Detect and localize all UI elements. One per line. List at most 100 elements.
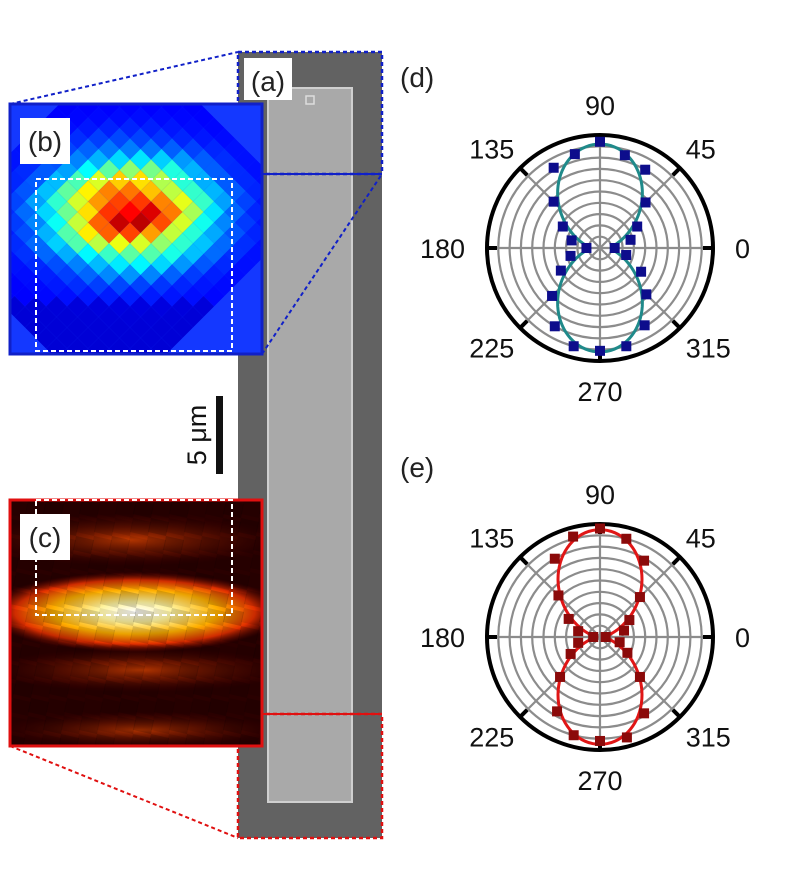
polar-angle-label: 270 <box>577 766 622 796</box>
map-pixel <box>162 76 183 97</box>
map-pixel <box>115 500 136 518</box>
map-pixel <box>190 590 211 608</box>
scale-bar-line <box>216 396 223 474</box>
polar-data-point <box>555 671 566 682</box>
polar-data-point <box>639 555 650 566</box>
map-pixel <box>10 645 22 662</box>
map-pixel <box>154 590 175 608</box>
map-pixel <box>184 518 205 536</box>
map-pixel <box>118 590 139 608</box>
polar-data-point <box>624 615 635 626</box>
map-pixel <box>10 212 25 233</box>
map-pixel <box>0 770 1 788</box>
map-pixel <box>56 104 78 118</box>
map-pixel <box>184 734 205 746</box>
map-pixel <box>163 752 184 770</box>
scale-bar-label: 5 μm <box>182 405 212 466</box>
polar-angle-label: 180 <box>420 623 465 653</box>
map-pixel <box>193 680 214 698</box>
polar-data-point <box>595 345 605 356</box>
map-pixel <box>64 698 85 716</box>
map-pixel <box>99 55 120 76</box>
map-pixel <box>67 359 88 380</box>
polar-data-point <box>552 706 563 717</box>
map-pixel <box>109 359 130 380</box>
map-pixel <box>141 76 162 97</box>
map-pixel <box>133 716 154 734</box>
polar-angle-label: 135 <box>469 134 514 164</box>
map-pixel <box>247 572 262 590</box>
map-pixel <box>160 662 181 680</box>
map-pixel <box>106 662 127 680</box>
map-pixel <box>82 698 103 716</box>
map-pixel <box>142 662 163 680</box>
panel-c: (c) <box>0 498 264 788</box>
polar-data-point <box>636 266 647 277</box>
map-pixel <box>163 644 184 662</box>
polar-data-point <box>565 250 576 261</box>
map-pixel <box>0 275 4 296</box>
polar-plot-d: 0 45 90 135 180 225 270 315 <box>420 91 750 407</box>
map-pixel <box>178 770 199 788</box>
map-pixel <box>79 500 100 518</box>
map-pixel <box>10 590 31 608</box>
map-pixel <box>238 518 259 536</box>
map-pixel <box>136 590 157 608</box>
map-pixel <box>196 770 217 788</box>
map-pixel <box>196 554 217 572</box>
map-pixel <box>10 170 25 191</box>
polar-data-point <box>581 243 592 253</box>
map-pixel <box>145 752 166 770</box>
map-pixel <box>145 644 166 662</box>
panel-a-label: (a) <box>251 66 285 97</box>
map-pixel <box>10 296 25 317</box>
polar-data-point <box>619 150 630 161</box>
panel-b-label-box <box>20 118 70 164</box>
map-pixel <box>10 716 28 734</box>
map-pixel <box>172 590 193 608</box>
map-pixel <box>250 662 262 679</box>
polar-tick <box>518 319 529 330</box>
map-pixel <box>130 359 151 380</box>
map-pixel <box>166 626 187 644</box>
map-pixel <box>73 536 94 554</box>
map-pixel <box>148 518 169 536</box>
map-pixel <box>205 608 226 626</box>
polar-data-point <box>565 648 576 659</box>
map-pixel <box>181 644 202 662</box>
map-pixel <box>22 734 43 746</box>
map-pixel <box>124 662 145 680</box>
panel-b-roi <box>35 178 233 352</box>
map-pixel <box>127 644 148 662</box>
map-pixel <box>52 770 73 788</box>
map-pixel <box>199 752 220 770</box>
map-pixel <box>100 698 121 716</box>
map-pixel <box>241 608 262 626</box>
polar-data-point <box>573 637 584 648</box>
polar-data-point <box>595 523 605 534</box>
panel-d-label: (d) <box>400 62 434 93</box>
map-pixel <box>77 104 99 118</box>
map-pixel <box>99 391 120 412</box>
map-pixel <box>91 644 112 662</box>
map-pixel <box>190 698 211 716</box>
polar-data-point <box>573 626 584 637</box>
map-pixel <box>226 698 247 716</box>
map-pixel <box>13 572 34 590</box>
polar-angle-label: 225 <box>469 723 514 753</box>
map-pixel <box>217 752 238 770</box>
map-pixel <box>178 554 199 572</box>
map-pixel <box>28 698 49 716</box>
zoom-box-bottom <box>236 712 384 840</box>
map-pixel <box>46 590 67 608</box>
map-pixel <box>40 626 61 644</box>
map-pixel <box>199 644 220 662</box>
map-pixel <box>103 680 124 698</box>
map-pixel <box>73 752 94 770</box>
map-pixel <box>79 608 100 626</box>
map-pixel <box>10 556 19 572</box>
map-pixel <box>0 626 7 644</box>
polar-data-point <box>632 221 643 232</box>
polar-data-point <box>553 590 564 601</box>
map-pixel <box>187 500 208 518</box>
